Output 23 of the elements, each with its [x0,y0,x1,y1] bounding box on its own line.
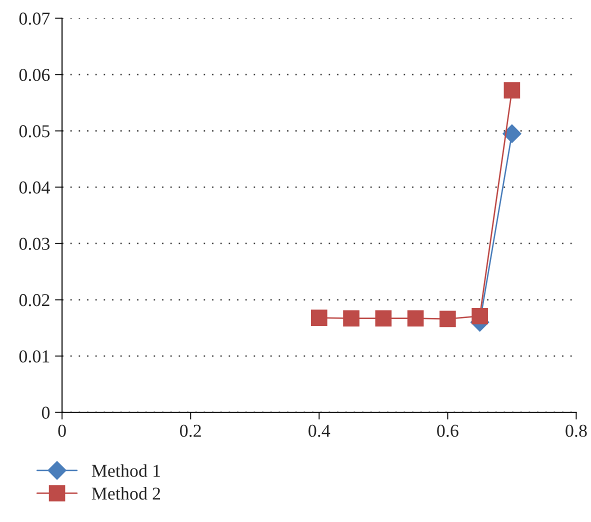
point [375,310,392,327]
y-tick-label: 0.05 [19,125,50,138]
point [440,310,456,328]
y-tick-label: 0.02 [19,294,50,306]
point [343,310,360,327]
point [310,310,328,326]
legend-label: Method 2 [92,487,160,500]
y-tick-label: 0 [42,406,50,419]
point [472,308,488,324]
x-tick-label: 0 [58,424,66,437]
point [504,82,520,98]
x-tick-label: 0.4 [308,424,330,437]
x-tick-label: 0.2 [180,424,201,437]
y-tick-label: 0.01 [19,350,50,363]
x-tick-label: 0.6 [437,424,458,437]
x-tick-label: 0.8 [566,424,587,437]
y-tick-label: 0.03 [19,238,50,250]
y-tick-label: 0.04 [19,181,50,194]
legend-label: Method 1 [92,464,160,477]
y-tick-label: 0.06 [19,68,50,82]
y-tick-label: 0.07 [19,12,50,25]
point [407,310,424,327]
point [502,124,522,144]
